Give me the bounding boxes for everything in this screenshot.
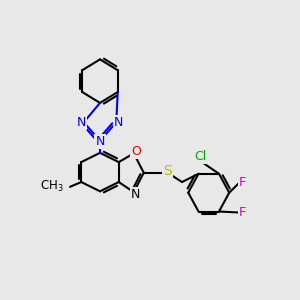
Text: N: N [131,188,140,201]
Text: F: F [239,206,246,219]
Text: O: O [131,145,141,158]
Text: N: N [77,116,86,129]
Text: CH$_3$: CH$_3$ [40,179,64,194]
Text: S: S [163,164,172,178]
Text: N: N [95,135,105,148]
Text: F: F [239,176,246,188]
Text: N: N [114,116,123,129]
Text: Cl: Cl [194,150,206,163]
